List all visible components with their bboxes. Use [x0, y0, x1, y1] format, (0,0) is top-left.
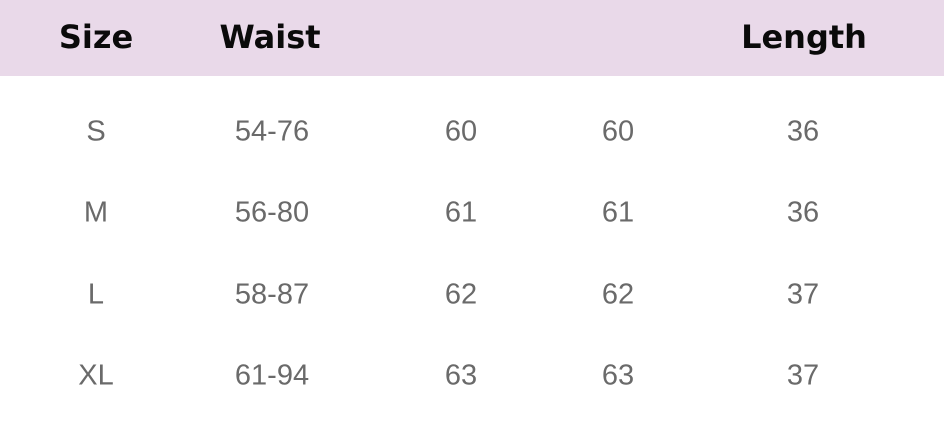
table-cell: M: [83, 196, 109, 229]
table-cell: 36: [786, 115, 820, 148]
table-cell: XL: [78, 359, 114, 392]
table-cell: 63: [601, 359, 635, 392]
table-cell: S: [86, 115, 106, 148]
table-cell: 56-80: [234, 196, 310, 229]
table-cell: 36: [786, 196, 820, 229]
header-size: Size: [58, 18, 134, 56]
table-cell: 37: [786, 278, 820, 311]
table-cell: 60: [601, 115, 635, 148]
table-cell: 37: [786, 359, 820, 392]
table-cell: 54-76: [234, 115, 310, 148]
table-cell: 62: [444, 278, 478, 311]
table-cell: 61-94: [234, 359, 310, 392]
header-waist: Waist: [219, 18, 321, 56]
table-cell: 61: [601, 196, 635, 229]
table-cell: 62: [601, 278, 635, 311]
table-cell: 58-87: [234, 278, 310, 311]
table-header: Size Waist Length: [0, 0, 944, 76]
table-cell: 61: [444, 196, 478, 229]
table-cell: L: [87, 278, 105, 311]
table-cell: 63: [444, 359, 478, 392]
header-length: Length: [741, 18, 867, 56]
table-cell: 60: [444, 115, 478, 148]
